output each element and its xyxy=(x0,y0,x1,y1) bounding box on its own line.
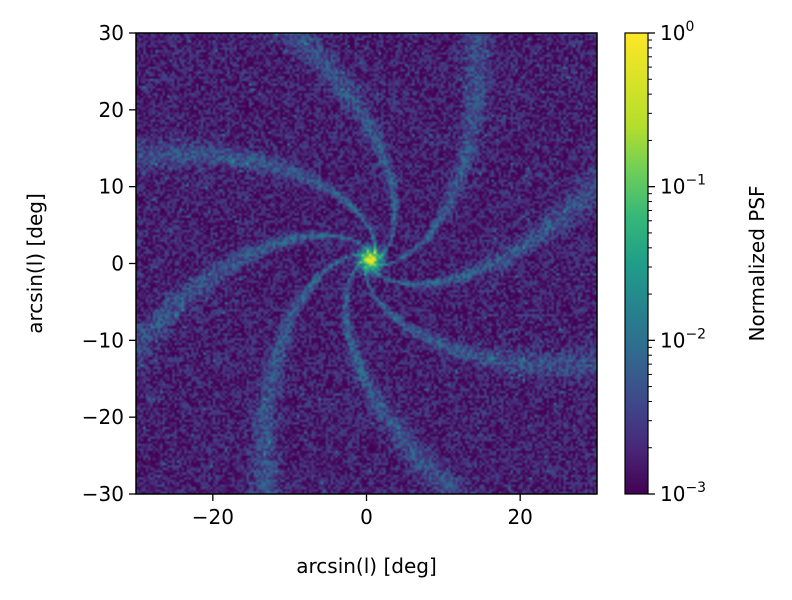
colorbar-tick-label: 10−2 xyxy=(660,326,706,352)
y-tick-label: −20 xyxy=(82,405,124,429)
x-tick-label: 0 xyxy=(360,505,373,529)
colorbar-frame xyxy=(624,32,649,495)
psf-heatmap xyxy=(136,33,597,494)
colorbar-axis: 100 10−1 10−2 10−3 xyxy=(648,19,706,506)
colorbar-label: Normalized PSF xyxy=(745,185,769,341)
y-tick-label: −30 xyxy=(82,482,124,506)
y-axis-label: arcsin(l) [deg] xyxy=(23,193,47,334)
colorbar-tick-label: 10−3 xyxy=(660,480,706,506)
x-tick-label: 20 xyxy=(507,505,532,529)
y-tick-label: 10 xyxy=(99,175,124,199)
colorbar-tick-label: 100 xyxy=(660,19,694,45)
y-tick-label: −10 xyxy=(82,328,124,352)
colorbar xyxy=(625,33,648,494)
y-axis: −30 −20 −10 0 10 20 30 xyxy=(82,21,136,506)
x-tick-label: −20 xyxy=(192,505,234,529)
y-tick-label: 20 xyxy=(99,98,124,122)
y-tick-label: 0 xyxy=(111,252,124,276)
x-axis: −20 0 20 xyxy=(192,494,533,529)
y-tick-label: 30 xyxy=(99,21,124,45)
x-axis-label: arcsin(l) [deg] xyxy=(296,554,437,578)
colorbar-tick-label: 10−1 xyxy=(660,173,706,199)
